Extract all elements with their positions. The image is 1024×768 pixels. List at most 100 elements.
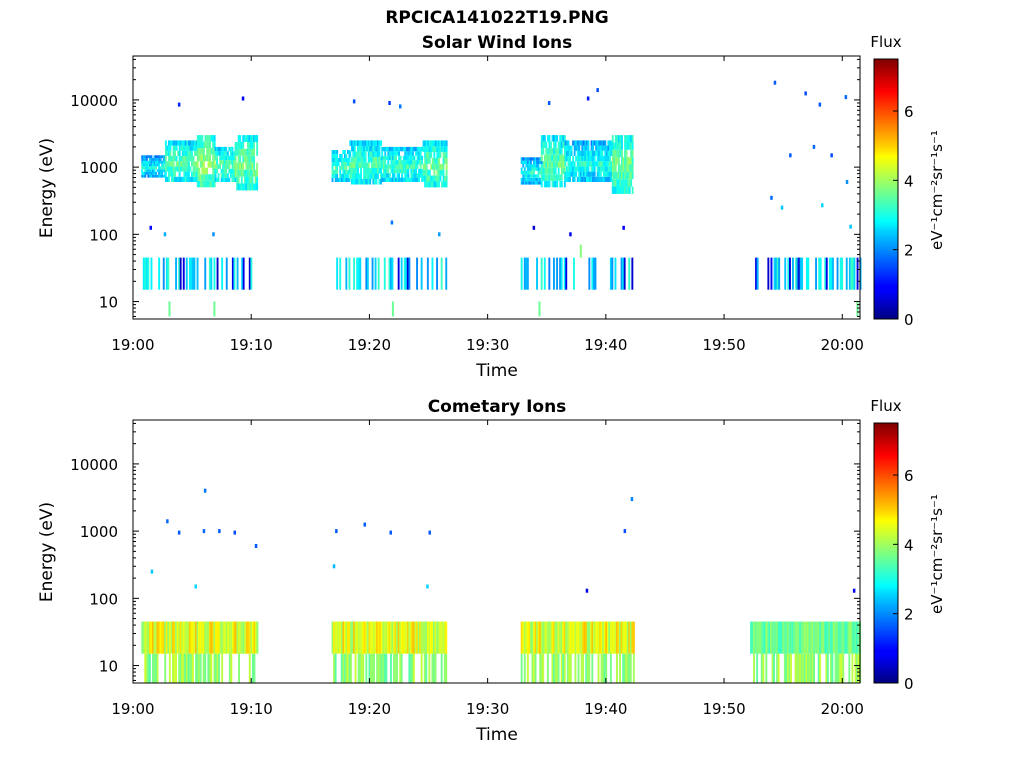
flux-point [202, 529, 206, 534]
flux-region [520, 157, 543, 185]
x-tick-label: 19:30 [466, 336, 509, 354]
flux-point [770, 195, 773, 200]
flux-point [586, 96, 590, 101]
flux-point [177, 530, 181, 535]
spectrogram-area [141, 488, 862, 683]
flux-region [164, 140, 198, 182]
y-tick-label: 10 [99, 658, 118, 676]
x-tick-label: 20:00 [821, 336, 864, 354]
y-tick-label: 100 [89, 590, 118, 608]
flux-point [804, 91, 807, 96]
colorbar-tick-label: 2 [904, 606, 914, 624]
flux-point [623, 529, 627, 534]
flux-point [830, 153, 833, 158]
x-tick-label: 19:10 [230, 336, 273, 354]
flux-point [352, 99, 356, 104]
solar-wind-panel: Solar Wind Ions 19:00 19:10 19:20 19:30 19:4… [37, 33, 946, 381]
flux-point [390, 220, 394, 225]
flux-region [196, 135, 216, 188]
y-tick-label: 1000 [80, 523, 118, 541]
flux-point [532, 225, 536, 230]
flux-point [547, 101, 551, 105]
flux-point [438, 232, 441, 237]
panel-title: Cometary Ions [428, 397, 567, 417]
colorbar-tick-label: 0 [904, 675, 914, 693]
flux-spike [538, 301, 541, 317]
x-tick-label: 19:00 [111, 700, 154, 718]
flux-spike [579, 244, 582, 258]
flux-point [194, 584, 197, 589]
flux-point [596, 88, 599, 93]
x-tick-label: 19:50 [702, 700, 745, 718]
flux-point [166, 519, 169, 524]
colorbar-ticks: 0 2 4 6 [893, 103, 914, 329]
y-tick-label: 10000 [70, 92, 118, 110]
flux-point [821, 203, 824, 208]
flux-point [852, 588, 856, 593]
y-axis-label: Energy (eV) [37, 502, 57, 602]
x-tick-label: 19:10 [230, 700, 273, 718]
low-energy-band [520, 621, 635, 683]
low-energy-band [520, 257, 634, 290]
flux-spike [856, 301, 859, 317]
panel-title: Solar Wind Ions [422, 33, 573, 53]
flux-spike [213, 301, 216, 317]
flux-point [150, 569, 154, 574]
flux-point [363, 522, 366, 527]
flux-point [569, 232, 572, 237]
x-tick-label: 19:00 [111, 336, 154, 354]
flux-point [812, 144, 816, 149]
y-tick-label: 10000 [70, 456, 118, 474]
colorbar: Flux 0 2 4 6 eV⁻¹cm⁻²sr⁻¹s⁻¹ [870, 33, 946, 329]
low-energy-band [336, 257, 448, 290]
flux-point [622, 225, 625, 230]
colorbar-title: Flux [870, 397, 901, 415]
colorbar-label: eV⁻¹cm⁻²sr⁻¹s⁻¹ [928, 130, 946, 250]
x-tick-label: 19:20 [348, 336, 391, 354]
flux-point [844, 95, 848, 100]
flux-region [540, 135, 566, 188]
flux-point [849, 224, 852, 229]
flux-point [389, 530, 392, 535]
cometary-ions-panel: Cometary Ions 19:00 19:10 19:20 19:30 19:40 1… [37, 397, 946, 745]
flux-point [212, 232, 215, 237]
flux-point [399, 104, 402, 109]
colorbar-gradient [873, 422, 899, 684]
low-energy-band [331, 621, 448, 683]
flux-point [332, 564, 336, 569]
x-axis: 19:00 19:10 19:20 19:30 19:40 19:50 20:00 [111, 56, 864, 354]
colorbar-tick-label: 0 [904, 311, 914, 329]
colorbar: Flux 0 2 4 6 eV⁻¹cm⁻²sr⁻¹s⁻¹ [870, 397, 946, 693]
spectrogram-area [141, 80, 862, 317]
flux-point [773, 80, 777, 85]
flux-spike [168, 301, 171, 317]
y-axis-label: Energy (eV) [37, 138, 57, 238]
flux-region [234, 135, 259, 191]
flux-point [780, 205, 784, 210]
x-tick-label: 19:50 [702, 336, 745, 354]
x-tick-label: 19:30 [466, 700, 509, 718]
flux-region [611, 135, 634, 194]
flux-region [349, 140, 382, 185]
colorbar-tick-label: 2 [904, 242, 914, 260]
colorbar-tick-label: 4 [904, 172, 914, 190]
low-energy-band [141, 621, 259, 683]
x-axis: 19:00 19:10 19:20 19:30 19:40 19:50 20:00 [111, 420, 864, 718]
flux-point [149, 225, 152, 230]
colorbar-tick-label: 6 [904, 467, 914, 485]
flux-point [845, 180, 849, 184]
flux-region [331, 150, 351, 182]
colorbar-tick-label: 6 [904, 103, 914, 121]
low-energy-band [750, 621, 862, 683]
colorbar-tick-label: 4 [904, 536, 914, 554]
x-tick-label: 20:00 [821, 700, 864, 718]
flux-spike [391, 301, 394, 317]
x-axis-label: Time [475, 725, 518, 745]
x-axis-label: Time [475, 361, 518, 381]
flux-point [203, 488, 207, 493]
flux-point [426, 584, 429, 589]
flux-point [789, 153, 792, 158]
flux-point [335, 529, 338, 534]
colorbar-gradient [873, 58, 899, 320]
